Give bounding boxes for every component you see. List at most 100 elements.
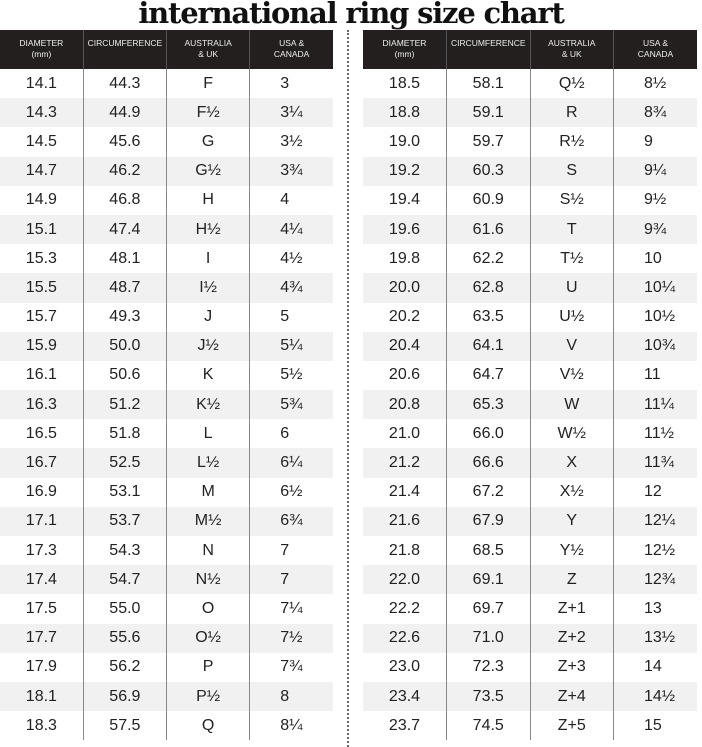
table-row: 17.5 55.0 O 7¼ <box>0 594 333 624</box>
table-row: 20.2 63.5 U½ 10½ <box>363 302 697 332</box>
cell-circumference: 61.6 <box>446 214 530 245</box>
cell-usa-canada: 14 <box>613 652 697 682</box>
cell-circumference: 72.3 <box>446 652 530 682</box>
cell-circumference: 53.7 <box>82 506 167 536</box>
cell-australia-uk: P <box>165 652 250 682</box>
cell-diameter: 17.1 <box>0 506 84 536</box>
table-row: 19.4 60.9 S½ 9½ <box>363 185 697 215</box>
cell-usa-canada: 9½ <box>613 185 697 215</box>
cell-australia-uk: L <box>165 419 250 449</box>
cell-diameter: 19.6 <box>363 214 447 245</box>
cell-usa-canada: 7¾ <box>249 652 333 682</box>
cell-circumference: 46.8 <box>82 185 167 215</box>
cell-diameter: 14.1 <box>25 74 57 92</box>
table-row: 19.2 60.3 S 9¼ <box>363 156 697 186</box>
cell-australia-uk: M½ <box>165 506 250 536</box>
cell-circumference: 69.7 <box>446 594 530 624</box>
cell-usa-canada: 9¼ <box>613 156 697 186</box>
cell-usa-canada: 6¾ <box>249 506 333 536</box>
cell-usa-canada: 5½ <box>249 360 333 391</box>
cell-circumference: 74.5 <box>446 711 530 741</box>
cell-usa-canada: 15 <box>613 711 697 741</box>
cell-circumference: 71.0 <box>446 623 530 653</box>
table-row: 16.1 50.6 K 5½ <box>0 360 333 391</box>
cell-circumference: 66.6 <box>446 448 530 478</box>
chart-title: international ring size chart <box>138 0 565 30</box>
cell-usa-canada: 7½ <box>249 623 333 653</box>
cell-diameter: 14.7 <box>0 156 84 186</box>
table-row: 21.8 68.5 Y½ 12½ <box>363 536 697 566</box>
cell-circumference: 54.7 <box>82 565 167 595</box>
table-row: 17.1 53.7 M½ 6¾ <box>0 506 333 536</box>
cell-circumference: 56.2 <box>82 652 167 682</box>
cell-diameter: 17.3 <box>25 541 57 559</box>
cell-circumference: 64.1 <box>446 331 530 361</box>
cell-usa-canada: 11½ <box>613 419 697 449</box>
table-row: 21.0 66.0 W½ 11½ <box>363 419 697 449</box>
cell-usa-canada: 9 <box>613 127 697 157</box>
table-row: 21.6 67.9 Y 12¼ <box>363 506 697 536</box>
cell-usa-canada: 10¾ <box>613 331 697 361</box>
cell-circumference: 48.7 <box>82 273 167 303</box>
cell-circumference: 48.1 <box>82 244 167 274</box>
cell-circumference: 73.5 <box>446 681 530 712</box>
table-row: 14.3 44.9 F½ 3¼ <box>0 98 333 128</box>
cell-usa-canada: 8¾ <box>613 98 697 128</box>
cell-usa-canada: 6½ <box>249 477 333 507</box>
cell-diameter: 15.3 <box>25 249 57 267</box>
cell-diameter: 16.9 <box>25 483 57 501</box>
column-header-usa-canada: USA & CANADA <box>249 30 333 69</box>
table-row: 14.5 45.6 G 3½ <box>0 127 333 157</box>
table-row: 18.1 56.9 P½ 8 <box>0 681 333 712</box>
cell-circumference: 62.2 <box>446 244 530 274</box>
cell-australia-uk: J <box>165 302 250 332</box>
table-row: 15.7 49.3 J 5 <box>0 302 333 332</box>
table-row: 15.1 47.4 H½ 4¼ <box>0 214 333 245</box>
cell-circumference: 56.9 <box>82 681 167 712</box>
cell-circumference: 44.9 <box>82 98 167 128</box>
cell-diameter: 21.6 <box>363 506 447 536</box>
cell-diameter: 20.6 <box>388 366 421 384</box>
cell-diameter: 23.0 <box>388 658 421 676</box>
cell-australia-uk: O <box>165 594 250 624</box>
cell-circumference: 59.7 <box>446 127 530 157</box>
cell-australia-uk: T½ <box>529 244 614 274</box>
cell-circumference: 64.7 <box>446 360 530 391</box>
cell-diameter: 20.8 <box>363 390 447 420</box>
cell-australia-uk: Z <box>529 565 614 595</box>
table-row: 22.6 71.0 Z+2 13½ <box>363 623 697 653</box>
cell-diameter: 16.1 <box>25 366 57 384</box>
cell-diameter: 21.8 <box>388 541 421 559</box>
cell-circumference: 66.0 <box>446 419 530 449</box>
cell-australia-uk: H½ <box>165 214 250 245</box>
cell-usa-canada: 7 <box>249 536 333 566</box>
cell-diameter: 23.7 <box>388 716 421 734</box>
cell-australia-uk: R½ <box>529 127 614 157</box>
cell-usa-canada: 8 <box>249 681 333 712</box>
cell-usa-canada: 6¼ <box>249 448 333 478</box>
cell-circumference: 65.3 <box>446 390 530 420</box>
column-header-diameter: DIAMETER (mm) <box>0 30 84 69</box>
cell-circumference: 68.5 <box>446 536 530 566</box>
cell-circumference: 60.9 <box>446 185 530 215</box>
cell-australia-uk: G <box>165 127 250 157</box>
cell-australia-uk: O½ <box>165 623 250 653</box>
table-row: 18.5 58.1 Q½ 8½ <box>363 69 697 99</box>
cell-diameter: 22.6 <box>363 623 447 653</box>
cell-usa-canada: 9¾ <box>613 214 697 245</box>
cell-usa-canada: 7¼ <box>249 594 333 624</box>
cell-usa-canada: 14½ <box>613 681 697 712</box>
cell-usa-canada: 11¼ <box>613 390 697 420</box>
cell-diameter: 22.2 <box>388 599 421 617</box>
header-row: DIAMETER (mm) CIRCUMFERENCE AUSTRALIA & UK US… <box>0 30 333 69</box>
table-row: 16.7 52.5 L½ 6¼ <box>0 448 333 478</box>
column-header-diameter: DIAMETER (mm) <box>363 30 447 69</box>
table-row: 22.2 69.7 Z+1 13 <box>363 594 697 624</box>
cell-usa-canada: 12 <box>613 477 697 507</box>
cell-circumference: 51.8 <box>82 419 167 449</box>
cell-usa-canada: 12¼ <box>613 506 697 536</box>
cell-australia-uk: U <box>529 273 614 303</box>
cell-circumference: 46.2 <box>82 156 167 186</box>
cell-diameter: 23.4 <box>363 681 447 712</box>
cell-usa-canada: 4 <box>249 185 333 215</box>
